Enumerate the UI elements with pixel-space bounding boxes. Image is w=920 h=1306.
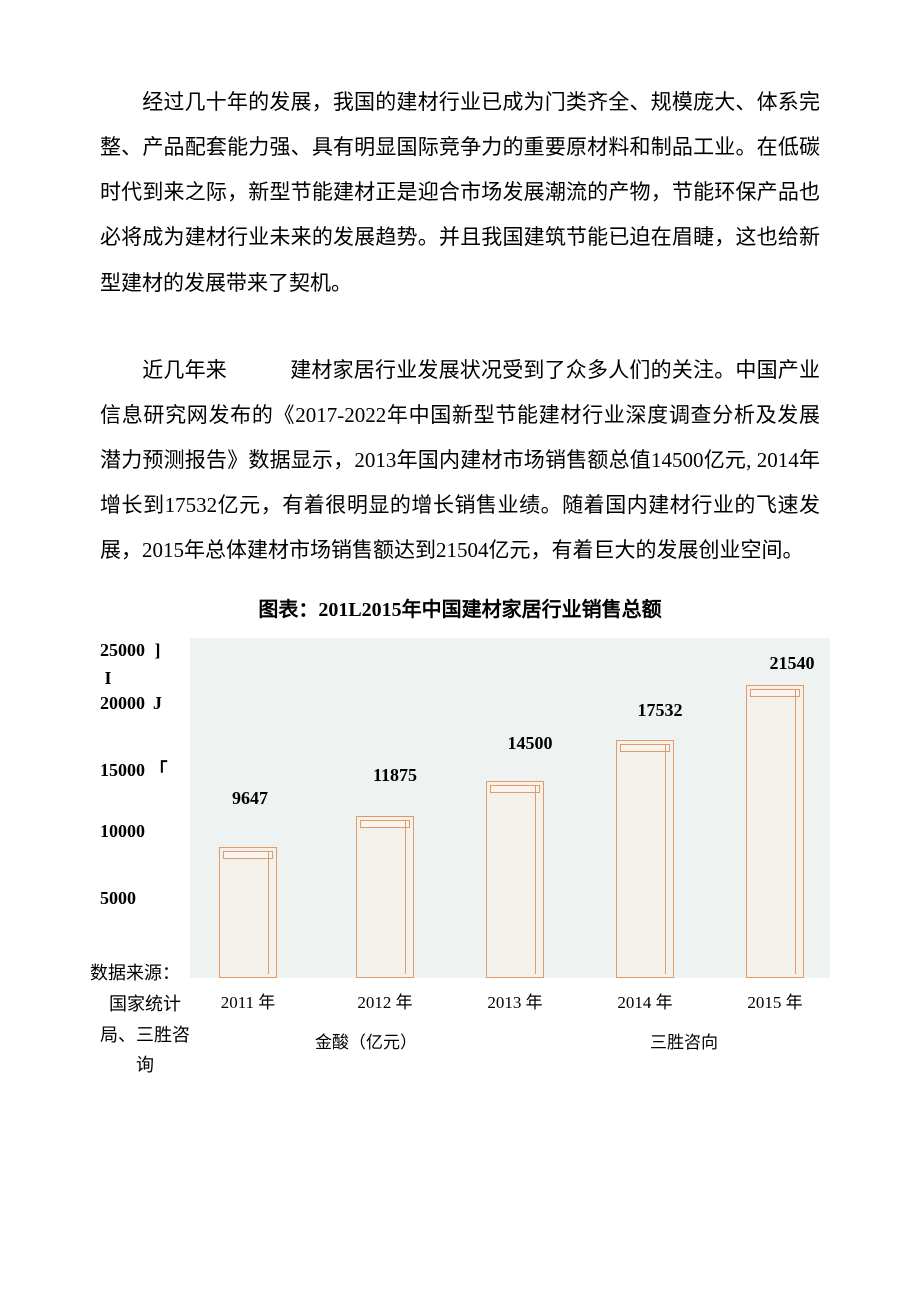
chart-bar — [486, 781, 544, 978]
x-axis-label: 2014 年 — [617, 988, 672, 1013]
chart-bar — [616, 740, 674, 978]
y-axis-tick: 20000 J — [100, 693, 166, 714]
paragraph-1-text: 经过几十年的发展，我国的建材行业已成为门类齐全、规模庞大、体系完整、产品配套能力… — [100, 90, 820, 295]
y-axis-tick: 15000 「 — [100, 756, 166, 782]
x-axis-label: 2013 年 — [487, 988, 542, 1013]
paragraph-2-lead: 近几年来 — [142, 358, 227, 382]
data-source: 数据来源： 国家统计 局、三胜咨 询 — [90, 958, 200, 1080]
bar-value-label: 14500 — [508, 733, 553, 754]
y-axis-tick: 5000 — [100, 888, 157, 909]
bar-value-label: 21540 — [770, 653, 815, 674]
chart-bar — [356, 816, 414, 978]
plot-area — [190, 638, 830, 978]
legend-series: 金酸（亿元） — [315, 1028, 417, 1053]
chart-bar — [219, 847, 277, 978]
chart-title: 图表：201L2015年中国建材家居行业销售总额 — [100, 593, 820, 622]
y-axis-tick: I — [100, 668, 116, 689]
source-line: 询 — [90, 1050, 200, 1081]
source-line: 局、三胜咨 — [90, 1020, 200, 1051]
paragraph-2: 近几年来建材家居行业发展状况受到了众多人们的关注。中国产业信息研究网发布的《20… — [100, 348, 820, 574]
x-axis-label: 2015 年 — [747, 988, 802, 1013]
chart-bar — [746, 685, 804, 978]
source-line: 数据来源： — [90, 958, 200, 989]
paragraph-1: 经过几十年的发展，我国的建材行业已成为门类齐全、规模庞大、体系完整、产品配套能力… — [100, 80, 820, 306]
x-axis-label: 2011 年 — [221, 988, 276, 1013]
document-page: 经过几十年的发展，我国的建材行业已成为门类齐全、规模庞大、体系完整、产品配套能力… — [0, 0, 920, 1108]
y-axis-tick: 25000 ] — [100, 640, 166, 661]
bar-value-label: 11875 — [373, 765, 417, 786]
y-axis-tick: 10000 — [100, 821, 166, 842]
bar-value-label: 9647 — [232, 788, 268, 809]
legend-source: 三胜咨向 — [650, 1028, 718, 1053]
x-axis-label: 2012 年 — [357, 988, 412, 1013]
bar-chart: 25000 ] I 20000 J 15000 「 10000 5000 9647 20… — [90, 638, 850, 1068]
source-line: 国家统计 — [90, 989, 200, 1020]
bar-value-label: 17532 — [638, 700, 683, 721]
paragraph-2-body: 建材家居行业发展状况受到了众多人们的关注。中国产业信息研究网发布的《2017-2… — [100, 358, 820, 563]
